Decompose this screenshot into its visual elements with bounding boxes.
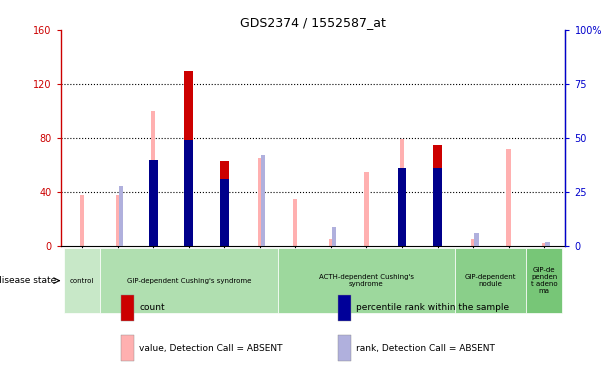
Bar <box>149 160 157 246</box>
Bar <box>400 140 404 246</box>
Bar <box>545 242 550 246</box>
Text: GIP-dependent
nodule: GIP-dependent nodule <box>465 274 517 287</box>
Bar <box>184 140 193 246</box>
Bar <box>64 248 100 313</box>
Bar <box>278 248 455 313</box>
Bar <box>455 248 527 313</box>
Bar <box>398 168 406 246</box>
Text: value, Detection Call = ABSENT: value, Detection Call = ABSENT <box>139 344 283 352</box>
Bar <box>122 295 134 321</box>
Text: control: control <box>70 278 94 284</box>
Bar <box>151 111 155 246</box>
Bar <box>258 158 262 246</box>
Bar <box>542 243 546 246</box>
Bar <box>261 155 265 246</box>
Text: percentile rank within the sample: percentile rank within the sample <box>356 303 509 312</box>
Bar <box>433 145 442 246</box>
Bar <box>364 172 368 246</box>
Text: GIP-de
penden
t adeno
ma: GIP-de penden t adeno ma <box>531 267 558 294</box>
Bar <box>184 70 193 246</box>
Text: GIP-dependent Cushing's syndrome: GIP-dependent Cushing's syndrome <box>126 278 251 284</box>
Bar <box>80 195 85 246</box>
Text: ACTH-dependent Cushing's
syndrome: ACTH-dependent Cushing's syndrome <box>319 274 414 287</box>
Bar <box>122 335 134 362</box>
Bar <box>474 233 478 246</box>
Text: count: count <box>139 303 165 312</box>
Bar <box>220 161 229 246</box>
Bar <box>100 248 278 313</box>
Text: disease state: disease state <box>0 276 56 285</box>
Bar <box>527 248 562 313</box>
Bar <box>220 179 229 246</box>
Title: GDS2374 / 1552587_at: GDS2374 / 1552587_at <box>240 16 386 29</box>
Bar <box>329 239 333 246</box>
Bar <box>293 199 297 246</box>
Bar <box>338 335 351 362</box>
Bar <box>506 149 511 246</box>
Bar <box>433 168 442 246</box>
Text: rank, Detection Call = ABSENT: rank, Detection Call = ABSENT <box>356 344 495 352</box>
Bar <box>332 226 336 246</box>
Bar <box>338 295 351 321</box>
Bar <box>471 239 475 246</box>
Bar <box>119 186 123 246</box>
Bar <box>116 195 120 246</box>
